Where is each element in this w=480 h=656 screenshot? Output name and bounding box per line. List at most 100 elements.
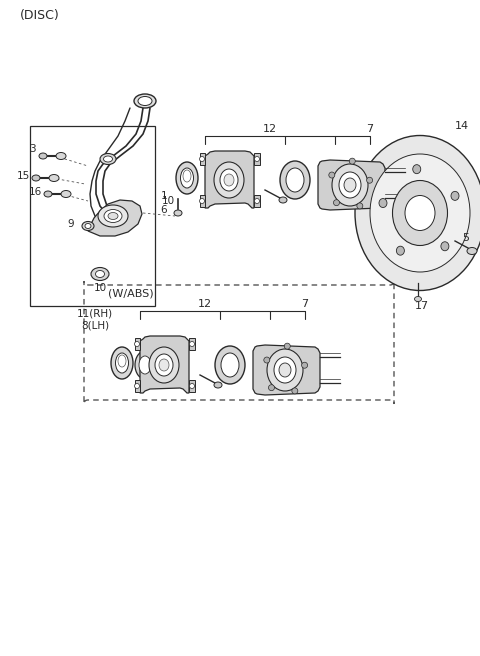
Text: 10: 10	[162, 196, 175, 206]
Ellipse shape	[467, 247, 477, 255]
Ellipse shape	[334, 199, 339, 206]
Ellipse shape	[104, 156, 112, 162]
Ellipse shape	[100, 154, 116, 165]
Ellipse shape	[344, 178, 356, 192]
Ellipse shape	[413, 165, 421, 174]
Text: 12: 12	[263, 124, 277, 134]
Ellipse shape	[116, 353, 129, 373]
Polygon shape	[200, 195, 205, 207]
Ellipse shape	[56, 152, 66, 159]
Ellipse shape	[339, 172, 361, 198]
Ellipse shape	[108, 213, 118, 220]
Ellipse shape	[284, 343, 290, 349]
Ellipse shape	[224, 174, 234, 186]
Ellipse shape	[268, 384, 275, 391]
Ellipse shape	[254, 157, 260, 161]
Ellipse shape	[138, 96, 152, 106]
Ellipse shape	[286, 168, 304, 192]
Ellipse shape	[220, 169, 238, 191]
Text: (W/ABS): (W/ABS)	[108, 289, 154, 299]
Ellipse shape	[329, 172, 335, 178]
Ellipse shape	[279, 363, 291, 377]
Polygon shape	[318, 160, 385, 210]
Ellipse shape	[200, 157, 204, 161]
Ellipse shape	[370, 154, 470, 272]
Ellipse shape	[292, 388, 298, 394]
Ellipse shape	[134, 342, 140, 346]
Ellipse shape	[405, 195, 435, 230]
Polygon shape	[254, 195, 260, 207]
Ellipse shape	[139, 356, 151, 374]
Ellipse shape	[176, 162, 198, 194]
Polygon shape	[189, 380, 195, 392]
Ellipse shape	[200, 199, 204, 203]
Text: 17: 17	[415, 301, 429, 311]
Text: 7: 7	[301, 299, 309, 309]
Ellipse shape	[215, 346, 245, 384]
Ellipse shape	[280, 161, 310, 199]
Ellipse shape	[264, 357, 270, 363]
Polygon shape	[135, 338, 140, 350]
Ellipse shape	[254, 199, 260, 203]
Text: 14: 14	[455, 121, 469, 131]
Text: 12: 12	[198, 299, 212, 309]
Ellipse shape	[451, 192, 459, 200]
Ellipse shape	[379, 199, 387, 207]
Ellipse shape	[135, 351, 155, 379]
Ellipse shape	[415, 297, 421, 302]
Ellipse shape	[441, 242, 449, 251]
Ellipse shape	[301, 362, 308, 368]
Text: 8(LH): 8(LH)	[81, 321, 109, 331]
Ellipse shape	[367, 177, 372, 183]
Ellipse shape	[82, 222, 94, 230]
Ellipse shape	[149, 347, 179, 383]
Ellipse shape	[190, 384, 194, 388]
Ellipse shape	[49, 174, 59, 182]
Ellipse shape	[104, 209, 122, 222]
Polygon shape	[205, 151, 254, 208]
Ellipse shape	[357, 203, 363, 209]
Text: 9: 9	[67, 219, 74, 229]
Ellipse shape	[274, 357, 296, 383]
Text: 15: 15	[17, 171, 30, 181]
Ellipse shape	[96, 270, 105, 277]
Ellipse shape	[190, 342, 194, 346]
Polygon shape	[200, 153, 205, 165]
Ellipse shape	[61, 190, 71, 197]
Ellipse shape	[332, 164, 368, 206]
Polygon shape	[135, 380, 140, 392]
Ellipse shape	[214, 382, 222, 388]
Ellipse shape	[85, 224, 91, 228]
Ellipse shape	[349, 158, 355, 164]
Ellipse shape	[111, 347, 133, 379]
Ellipse shape	[221, 353, 239, 377]
Text: 1: 1	[160, 191, 167, 201]
Ellipse shape	[355, 136, 480, 291]
Polygon shape	[254, 153, 260, 165]
Ellipse shape	[155, 354, 173, 376]
Polygon shape	[189, 338, 195, 350]
Text: 11(RH): 11(RH)	[77, 309, 113, 319]
Ellipse shape	[279, 197, 287, 203]
Text: 5: 5	[462, 233, 469, 243]
Ellipse shape	[159, 359, 169, 371]
Polygon shape	[140, 336, 189, 393]
Ellipse shape	[98, 205, 128, 227]
Text: 6: 6	[160, 205, 167, 215]
Ellipse shape	[91, 268, 109, 281]
Ellipse shape	[267, 349, 303, 391]
Text: 3: 3	[29, 144, 36, 154]
Ellipse shape	[134, 94, 156, 108]
Ellipse shape	[396, 246, 404, 255]
Text: 7: 7	[366, 124, 373, 134]
Ellipse shape	[134, 384, 140, 388]
Ellipse shape	[174, 210, 182, 216]
Bar	[30, 126, 155, 306]
Ellipse shape	[39, 153, 47, 159]
Polygon shape	[253, 345, 320, 395]
Ellipse shape	[393, 180, 447, 245]
Ellipse shape	[44, 191, 52, 197]
Ellipse shape	[32, 175, 40, 181]
Text: (DISC): (DISC)	[20, 9, 60, 22]
Polygon shape	[88, 200, 142, 236]
